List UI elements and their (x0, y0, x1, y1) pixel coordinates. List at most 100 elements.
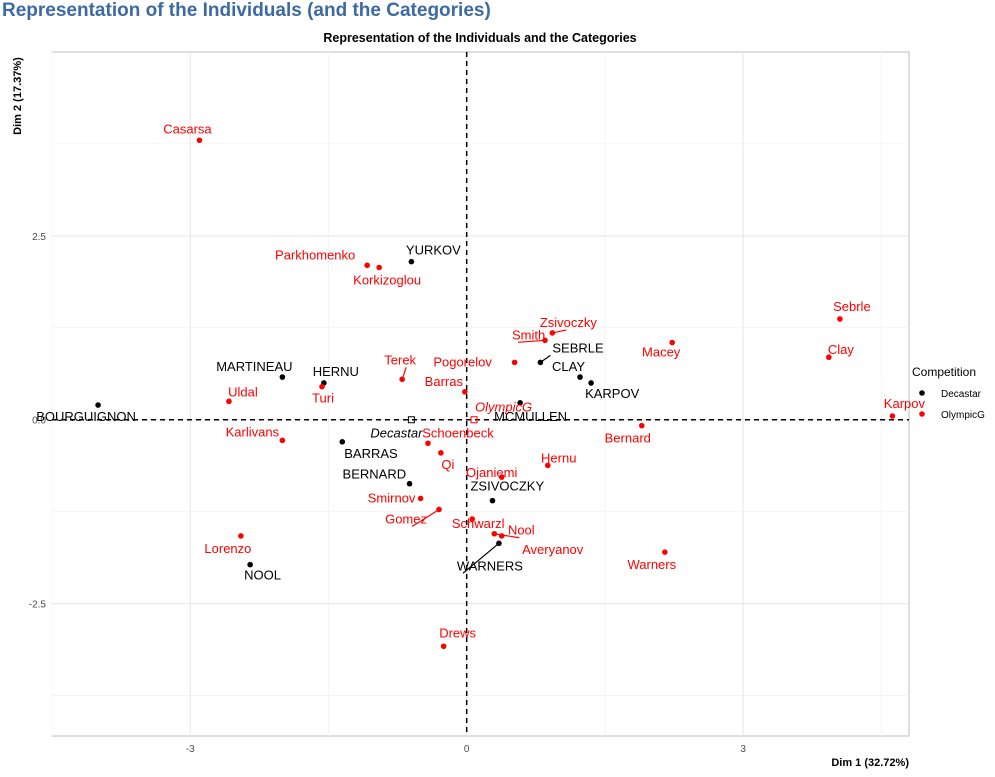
leader-line-warners (462, 542, 500, 574)
point-clay (826, 354, 832, 361)
point-warners (662, 549, 668, 555)
label-ojaniemi: Ojaniemi (466, 465, 517, 480)
point-hernu (544, 462, 551, 469)
label-terek: Terek (384, 352, 416, 367)
x-tick-label: -3 (186, 744, 195, 755)
category-marker-decastar (407, 416, 415, 424)
point-bernard (406, 480, 413, 487)
point-yurkov (408, 258, 415, 265)
point-pogorelov (511, 359, 518, 366)
point-terek (399, 376, 405, 383)
point-martineau (279, 374, 286, 380)
label-barras: Barras (425, 374, 464, 389)
label-zsivoczky: ZSIVOCZKY (470, 479, 544, 494)
label-averyanov: Averyanov (522, 542, 584, 557)
y-tick-label: 0.0 (32, 416, 46, 427)
label-smirnov: Smirnov (368, 490, 416, 505)
page-heading: Representation of the Individuals (and t… (2, 0, 491, 21)
point-barras (462, 388, 468, 395)
label-korkizoglou: Korkizoglou (353, 272, 421, 287)
point-bernard (638, 422, 645, 429)
label-schwarzl: Schwarzl (452, 516, 505, 531)
label-karlivans: Karlivans (226, 424, 280, 439)
plot-title: Representation of the Individuals and th… (323, 31, 636, 45)
point-nool (247, 561, 253, 568)
plot-panel (51, 51, 910, 737)
label-pogorelov: Pogorelov (433, 354, 492, 369)
leader-line-smith (517, 339, 546, 343)
label-gomez: Gomez (385, 511, 427, 526)
label-parkhomenko: Parkhomenko (275, 247, 355, 262)
point-karlivans (279, 437, 286, 444)
y-axis-title: Dim 2 (17.37%) (12, 57, 24, 135)
label-karpov: Karpov (884, 396, 926, 411)
x-tick-label: 0 (464, 744, 470, 755)
point-smirnov (417, 495, 424, 502)
point-gomez (436, 506, 442, 513)
point-barras (339, 439, 346, 445)
point-karpov (889, 413, 896, 419)
x-tick-label: 3 (740, 744, 746, 755)
label-barras: BARRAS (344, 446, 398, 461)
legend-label-olympicg: OlympicG (941, 410, 985, 421)
point-macey (669, 339, 675, 346)
leader-line-zsivoczky (552, 329, 567, 334)
leader-line-terek (401, 367, 407, 380)
category-label-decastar: Decastar (370, 426, 423, 441)
label-qi: Qi (441, 457, 454, 472)
point-schwarzl (469, 516, 476, 522)
label-smith: Smith (512, 327, 545, 342)
label-sebrle: SEBRLE (552, 340, 604, 355)
point-drews (440, 643, 447, 650)
label-uldal: Uldal (228, 384, 258, 399)
leader-line-nool (494, 533, 520, 539)
label-sebrle: Sebrle (833, 299, 871, 314)
label-schoenbeck: Schoenbeck (422, 425, 494, 440)
label-casarsa: Casarsa (163, 121, 212, 136)
point-zsivoczky (489, 497, 496, 504)
label-bernard: BERNARD (343, 467, 407, 482)
label-turi: Turi (312, 391, 334, 406)
legend-label-decastar: Decastar (941, 389, 982, 400)
label-lorenzo: Lorenzo (204, 541, 251, 556)
y-tick-label: -2.5 (29, 600, 47, 611)
point-schoenbeck (425, 440, 431, 447)
y-tick-label: 2.5 (32, 232, 46, 243)
label-hernu: HERNU (313, 364, 359, 379)
label-yurkov: YURKOV (406, 243, 461, 258)
legend-title: Competition (912, 365, 976, 379)
point-ojaniemi (498, 474, 505, 480)
point-lorenzo (238, 533, 244, 539)
label-nool: Nool (508, 523, 535, 538)
label-macey: Macey (642, 345, 681, 360)
label-hernu: Hernu (541, 450, 576, 465)
category-marker-olympicg (470, 416, 478, 424)
label-bourguignon: BOURGUIGNON (36, 409, 136, 424)
label-nool: NOOL (244, 568, 281, 583)
point-casarsa (196, 137, 203, 144)
point-parkhomenko (364, 262, 370, 269)
category-label-olympicg: OlympicG (475, 400, 532, 415)
point-karpov (588, 380, 594, 386)
label-zsivoczky: Zsivoczky (540, 315, 598, 330)
label-mcmullen: MCMULLEN (494, 409, 567, 424)
label-warners: WARNERS (457, 558, 523, 573)
label-drews: Drews (439, 625, 476, 640)
axis-ticks: -3 0 3 -2.5 0.0 2.5 (29, 232, 747, 755)
point-averyanov (498, 533, 505, 539)
point-qi (438, 450, 444, 456)
point-uldal (226, 398, 232, 405)
label-bernard: Bernard (605, 431, 651, 446)
point-clay (577, 374, 583, 380)
point-turi (319, 383, 325, 390)
legend-key-olympicg (919, 411, 925, 417)
leader-line-sebrle (540, 354, 551, 363)
point-bourguignon (95, 402, 101, 408)
label-clay: CLAY (552, 359, 585, 374)
label-martineau: MARTINEAU (216, 359, 292, 374)
point-korkizoglou (376, 264, 382, 271)
legend-key-decastar (919, 390, 925, 396)
reference-lines (52, 52, 909, 736)
